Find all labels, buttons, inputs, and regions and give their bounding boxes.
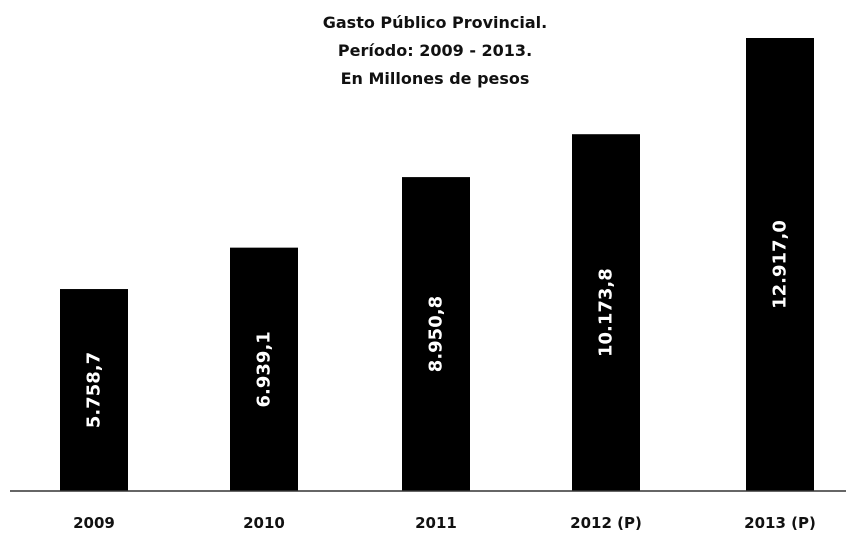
x-tick-label: 2009	[73, 514, 115, 532]
bar-value-label: 12.917,0	[770, 220, 791, 309]
chart-title-line-3: En Millones de pesos	[341, 69, 530, 88]
bars-group: 5.758,7 6.939,1 8.950,8 10.173,8 12.917,0	[60, 38, 814, 491]
x-tick-label: 2012 (P)	[570, 514, 642, 532]
bar-2012-p	[572, 134, 640, 491]
chart-title-line-1: Gasto Público Provincial.	[323, 13, 548, 32]
chart-title-line-2: Período: 2009 - 2013.	[338, 41, 532, 60]
bar-2010	[230, 247, 298, 491]
bar-2011	[402, 177, 470, 491]
bar-value-label: 8.950,8	[426, 296, 447, 372]
bar-2009	[60, 289, 128, 491]
bar-value-label: 6.939,1	[254, 331, 275, 407]
x-axis-tick-labels: 2009 2010 2011 2012 (P) 2013 (P)	[73, 514, 816, 532]
x-tick-label: 2010	[243, 514, 285, 532]
bar-value-label: 10.173,8	[596, 268, 617, 357]
bar-2013-p	[746, 38, 814, 491]
chart-title: Gasto Público Provincial. Período: 2009 …	[323, 13, 548, 88]
bar-value-label: 5.758,7	[84, 352, 105, 428]
x-tick-label: 2011	[415, 514, 457, 532]
x-tick-label: 2013 (P)	[744, 514, 816, 532]
